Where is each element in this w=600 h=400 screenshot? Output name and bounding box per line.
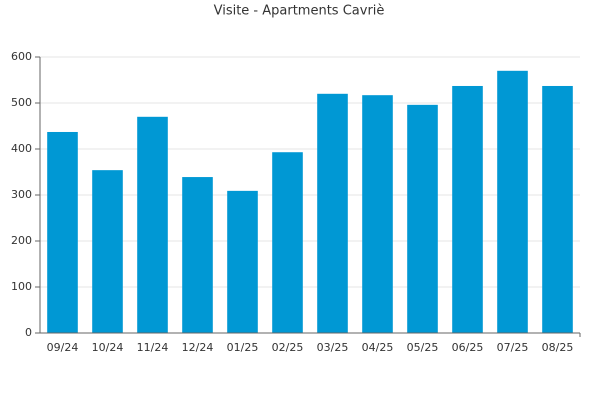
x-tick-label: 04/25 — [362, 341, 394, 354]
bar — [227, 190, 258, 333]
bar — [317, 93, 348, 333]
bar — [137, 116, 168, 333]
bar — [497, 70, 528, 334]
bar — [407, 104, 438, 333]
bar — [362, 95, 393, 334]
chart-title: Visite - Apartments Cavriè — [214, 4, 385, 19]
x-tick-label: 08/25 — [542, 341, 574, 354]
x-tick-label: 10/24 — [92, 341, 124, 354]
y-tick-label: 0 — [25, 326, 32, 339]
y-tick-label: 300 — [11, 188, 32, 201]
x-tick-label: 09/24 — [47, 341, 79, 354]
x-tick-label: 01/25 — [227, 341, 259, 354]
y-tick-label: 400 — [11, 142, 32, 155]
x-tick-label: 11/24 — [137, 341, 169, 354]
bar — [542, 85, 573, 333]
y-tick-label: 200 — [11, 234, 32, 247]
bar — [92, 170, 123, 333]
bar — [272, 152, 303, 333]
x-tick-label: 03/25 — [317, 341, 349, 354]
x-tick-label: 12/24 — [182, 341, 214, 354]
bar — [47, 131, 78, 333]
bar — [182, 177, 213, 333]
y-tick-label: 100 — [11, 280, 32, 293]
x-tick-label: 06/25 — [452, 341, 484, 354]
x-tick-label: 02/25 — [272, 341, 304, 354]
x-tick-label: 07/25 — [497, 341, 529, 354]
x-tick-label: 05/25 — [407, 341, 439, 354]
bar — [452, 85, 483, 333]
y-tick-label: 600 — [11, 50, 32, 63]
y-tick-label: 500 — [11, 96, 32, 109]
